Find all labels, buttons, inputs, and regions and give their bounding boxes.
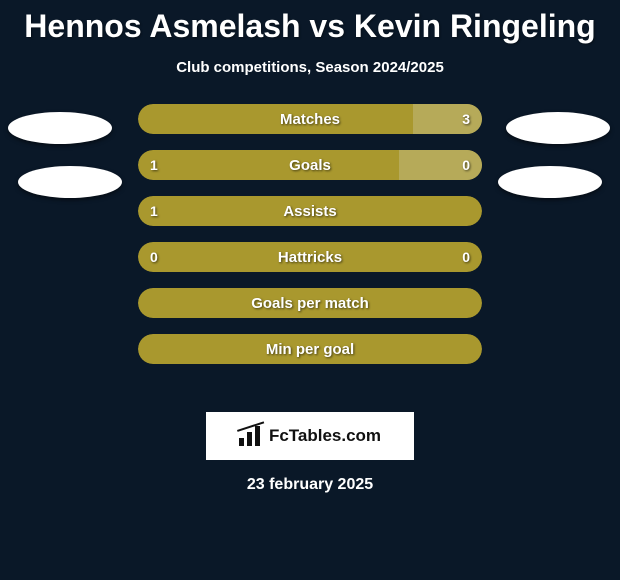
stat-value-left: 1: [150, 196, 158, 226]
stat-row: Hattricks0 0: [138, 242, 482, 272]
stat-value-right: 0: [462, 242, 470, 272]
stat-label: Hattricks: [138, 242, 482, 272]
stat-value-left: 0: [150, 242, 158, 272]
comparison-arena: Matches3Goals10Assists1Hattricks00Goals …: [0, 104, 620, 404]
stat-row: Min per goal: [138, 334, 482, 364]
player-left-avatar-1: [8, 112, 112, 144]
stat-value-left: 1: [150, 150, 158, 180]
stat-label: Min per goal: [138, 334, 482, 364]
brand-chart-icon: [239, 426, 263, 446]
stat-row: Matches3: [138, 104, 482, 134]
snapshot-date: 23 february 2025: [0, 476, 620, 494]
stat-row: Goals1 0: [138, 150, 482, 180]
player-right-avatar-2: [498, 166, 602, 198]
stat-label: Goals per match: [138, 288, 482, 318]
stat-row: Goals per match: [138, 288, 482, 318]
brand-badge: FcTables.com: [206, 412, 414, 460]
stat-value-right: 0: [462, 150, 470, 180]
stat-row: Assists1: [138, 196, 482, 226]
page-title: Hennos Asmelash vs Kevin Ringeling: [0, 0, 620, 45]
stat-label: Matches: [138, 104, 482, 134]
page-subtitle: Club competitions, Season 2024/2025: [0, 59, 620, 76]
brand-text: FcTables.com: [269, 426, 381, 446]
stat-label: Assists: [138, 196, 482, 226]
stat-value-right: 3: [462, 104, 470, 134]
player-left-avatar-2: [18, 166, 122, 198]
stat-label: Goals: [138, 150, 482, 180]
player-right-avatar-1: [506, 112, 610, 144]
stat-bars-container: Matches3Goals10Assists1Hattricks00Goals …: [138, 104, 482, 380]
